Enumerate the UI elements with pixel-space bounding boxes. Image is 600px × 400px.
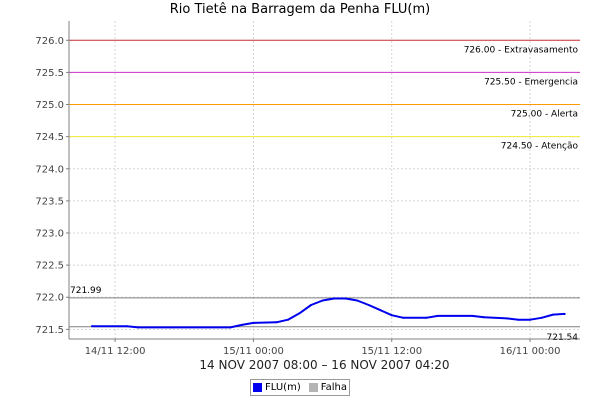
series-point <box>436 314 439 317</box>
series-point <box>425 316 428 319</box>
reference-label: 721.99 <box>70 286 102 296</box>
chart-legend: FLU(m) Falha <box>250 379 350 396</box>
legend-label-falha: Falha <box>320 382 347 393</box>
legend-swatch-flu <box>253 383 263 392</box>
y-tick-label: 724.5 <box>35 132 64 143</box>
series-point <box>552 313 555 316</box>
series-point <box>540 316 543 319</box>
y-tick-label: 725.5 <box>35 68 64 79</box>
series-point <box>506 317 508 320</box>
x-axis-label: 14 NOV 2007 08:00 – 16 NOV 2007 04:20 <box>199 358 449 372</box>
series-point <box>125 325 128 328</box>
y-tick-label: 722.5 <box>35 261 64 272</box>
threshold-label: 726.00 - Extravasamento <box>464 45 579 55</box>
y-tick-label: 724.0 <box>35 164 64 175</box>
x-tick-label: 15/11 12:00 <box>361 346 422 357</box>
series-point <box>137 326 140 329</box>
plot-area <box>69 21 580 339</box>
x-tick-label: 16/11 00:00 <box>500 346 561 357</box>
series-point <box>321 299 324 302</box>
series-point <box>287 318 289 321</box>
y-tick-label: 725.0 <box>35 100 64 111</box>
threshold-label: 725.00 - Alerta <box>511 110 578 120</box>
legend-item-falha: Falha <box>308 382 347 393</box>
series-point <box>402 316 405 319</box>
series-point <box>563 312 566 315</box>
series-point <box>482 316 485 319</box>
series-point <box>333 297 336 300</box>
series-point <box>229 326 232 329</box>
y-tick-label: 721.5 <box>35 325 64 336</box>
legend-label-flu: FLU(m) <box>265 382 301 393</box>
series-point <box>529 318 532 321</box>
threshold-label: 725.50 - Emergencia <box>484 77 578 87</box>
series-point <box>298 312 301 315</box>
y-tick-label: 723.0 <box>35 229 64 240</box>
legend-swatch-falha <box>308 383 318 392</box>
series-point <box>344 297 347 300</box>
series-point <box>390 314 393 317</box>
y-tick-label: 726.0 <box>35 36 64 47</box>
reference-label: 721.54 <box>547 333 579 343</box>
series-point <box>275 321 278 324</box>
series-point <box>471 314 474 317</box>
series-point <box>171 326 174 329</box>
series-point <box>310 303 313 306</box>
series-point <box>379 309 382 312</box>
series-point <box>240 323 243 326</box>
series-point <box>252 321 255 324</box>
legend-item-flu: FLU(m) <box>253 382 301 393</box>
y-tick-label: 722.0 <box>35 293 64 304</box>
y-tick-label: 723.5 <box>35 196 64 207</box>
x-tick-label: 14/11 12:00 <box>85 346 146 357</box>
series-point <box>91 325 94 328</box>
x-tick-label: 15/11 00:00 <box>223 346 284 357</box>
series-point <box>517 318 520 321</box>
chart-title: Rio Tietê na Barragem da Penha FLU(m) <box>169 2 431 17</box>
series-point <box>367 303 370 306</box>
series-point <box>356 299 359 302</box>
threshold-label: 724.50 - Atenção <box>501 142 579 152</box>
